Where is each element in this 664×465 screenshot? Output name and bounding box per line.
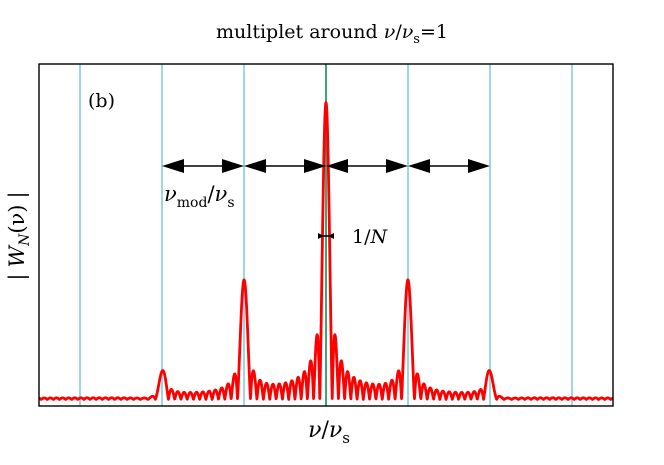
spacing-arrows <box>162 159 490 173</box>
chart-title: multiplet around ν/νs=1 <box>216 21 448 47</box>
width-marker <box>318 233 334 239</box>
spacing-arrow-head <box>468 159 490 173</box>
x-axis-label: ν/νs <box>308 418 350 447</box>
width-marker-head <box>328 233 334 239</box>
spacing-arrow-head <box>386 159 408 173</box>
spacing-label: νmod/νs <box>164 182 235 211</box>
spacing-arrow-head <box>162 159 184 173</box>
spacing-arrow-head <box>222 159 244 173</box>
spacing-arrow-head <box>408 159 430 173</box>
spectrum-curve <box>39 101 613 401</box>
spacing-arrow-head <box>244 159 266 173</box>
width-label: 1/N <box>352 226 389 248</box>
panel-label: (b) <box>88 90 115 112</box>
width-marker-head <box>318 233 324 239</box>
spacing-arrow-head <box>304 159 326 173</box>
y-axis-label: |WN(ν)| <box>5 191 33 280</box>
plot-frame <box>38 63 614 407</box>
spacing-arrow-head <box>326 159 348 173</box>
